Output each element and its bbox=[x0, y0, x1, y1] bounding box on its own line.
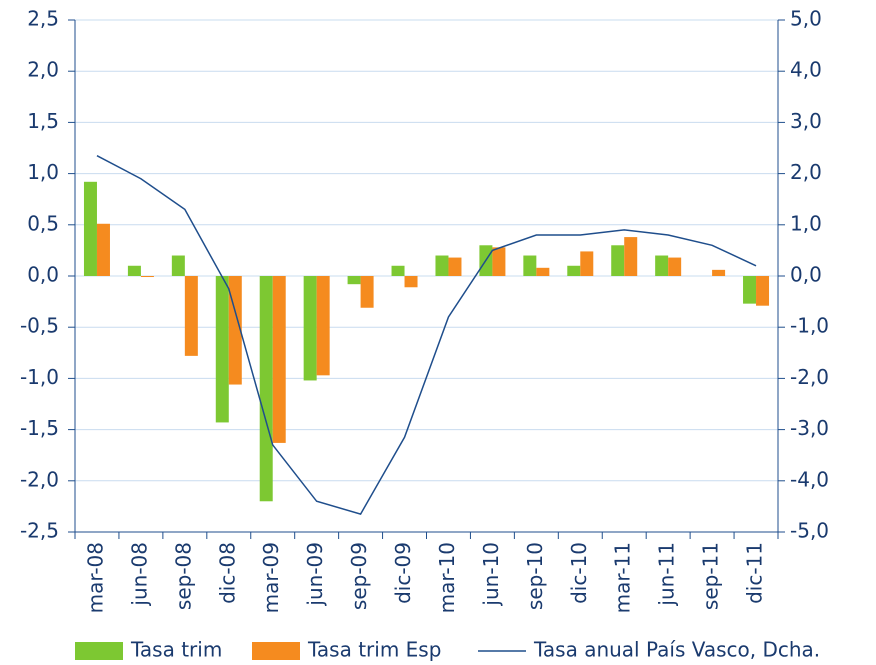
x-tick-label: jun-08 bbox=[127, 542, 151, 607]
bar bbox=[347, 276, 361, 285]
x-tick-label: mar-08 bbox=[83, 542, 107, 613]
legend-label: Tasa trim Esp bbox=[307, 638, 441, 662]
y-tick-label: 0,5 bbox=[27, 211, 59, 235]
x-tick-label: jun-10 bbox=[479, 542, 503, 607]
bar bbox=[303, 276, 317, 381]
bar bbox=[215, 276, 229, 423]
y-tick-label: 1,0 bbox=[27, 160, 59, 184]
bar bbox=[171, 255, 185, 276]
bar bbox=[448, 257, 462, 276]
y2-tick-label: 4,0 bbox=[790, 58, 822, 82]
bar bbox=[228, 276, 242, 385]
bar bbox=[391, 265, 405, 276]
bar bbox=[567, 265, 581, 276]
bar bbox=[83, 181, 97, 276]
y2-tick-label: 0,0 bbox=[790, 263, 822, 287]
y2-tick-label: -2,0 bbox=[790, 365, 829, 389]
bar bbox=[259, 276, 273, 502]
y-tick-label: 0,0 bbox=[27, 263, 59, 287]
bar bbox=[743, 276, 757, 304]
y-tick-label: 2,0 bbox=[27, 58, 59, 82]
bar bbox=[580, 251, 594, 276]
bar bbox=[96, 223, 110, 276]
bar bbox=[536, 267, 550, 276]
x-tick-label: jun-09 bbox=[303, 542, 327, 607]
legend-swatch bbox=[252, 642, 300, 660]
x-tick-label: sep-11 bbox=[699, 542, 723, 610]
bar bbox=[404, 276, 418, 288]
bar bbox=[272, 276, 286, 443]
y-tick-label: -0,5 bbox=[20, 314, 59, 338]
y2-tick-label: 1,0 bbox=[790, 211, 822, 235]
x-tick-label: mar-09 bbox=[259, 542, 283, 613]
y2-tick-label: -5,0 bbox=[790, 519, 829, 543]
bar bbox=[435, 255, 449, 276]
y2-tick-label: 5,0 bbox=[790, 7, 822, 31]
y2-tick-label: 2,0 bbox=[790, 160, 822, 184]
x-tick-label: sep-10 bbox=[523, 542, 547, 610]
y-tick-label: 1,5 bbox=[27, 109, 59, 133]
x-tick-label: sep-09 bbox=[347, 542, 371, 610]
bar bbox=[127, 265, 141, 276]
x-tick-label: dic-11 bbox=[743, 542, 767, 604]
y-tick-label: -1,0 bbox=[20, 365, 59, 389]
legend-swatch bbox=[75, 642, 123, 660]
bar bbox=[756, 276, 770, 306]
bar bbox=[492, 247, 506, 276]
bar bbox=[655, 255, 669, 276]
bar bbox=[360, 276, 374, 308]
x-tick-label: sep-08 bbox=[171, 542, 195, 610]
x-tick-label: mar-11 bbox=[611, 542, 635, 613]
bar bbox=[316, 276, 330, 376]
y-tick-label: -2,0 bbox=[20, 467, 59, 491]
bar bbox=[523, 255, 537, 276]
x-tick-label: dic-08 bbox=[215, 542, 239, 604]
bar bbox=[624, 237, 638, 276]
y2-tick-label: -1,0 bbox=[790, 314, 829, 338]
bar bbox=[668, 257, 682, 276]
x-tick-label: dic-09 bbox=[391, 542, 415, 604]
bar bbox=[184, 276, 198, 356]
bar bbox=[712, 269, 726, 276]
x-tick-label: dic-10 bbox=[567, 542, 591, 604]
y2-tick-label: -4,0 bbox=[790, 467, 829, 491]
y2-tick-label: 3,0 bbox=[790, 109, 822, 133]
legend-label: Tasa trim bbox=[130, 638, 222, 662]
bar bbox=[140, 276, 154, 278]
line bbox=[96, 155, 757, 515]
y2-tick-label: -3,0 bbox=[790, 416, 829, 440]
y-tick-label: 2,5 bbox=[27, 7, 59, 31]
legend-label: Tasa anual País Vasco, Dcha. bbox=[533, 638, 820, 662]
x-tick-label: jun-11 bbox=[655, 542, 679, 607]
x-tick-label: mar-10 bbox=[435, 542, 459, 613]
bar bbox=[611, 245, 625, 276]
y-tick-label: -2,5 bbox=[20, 519, 59, 543]
y-tick-label: -1,5 bbox=[20, 416, 59, 440]
